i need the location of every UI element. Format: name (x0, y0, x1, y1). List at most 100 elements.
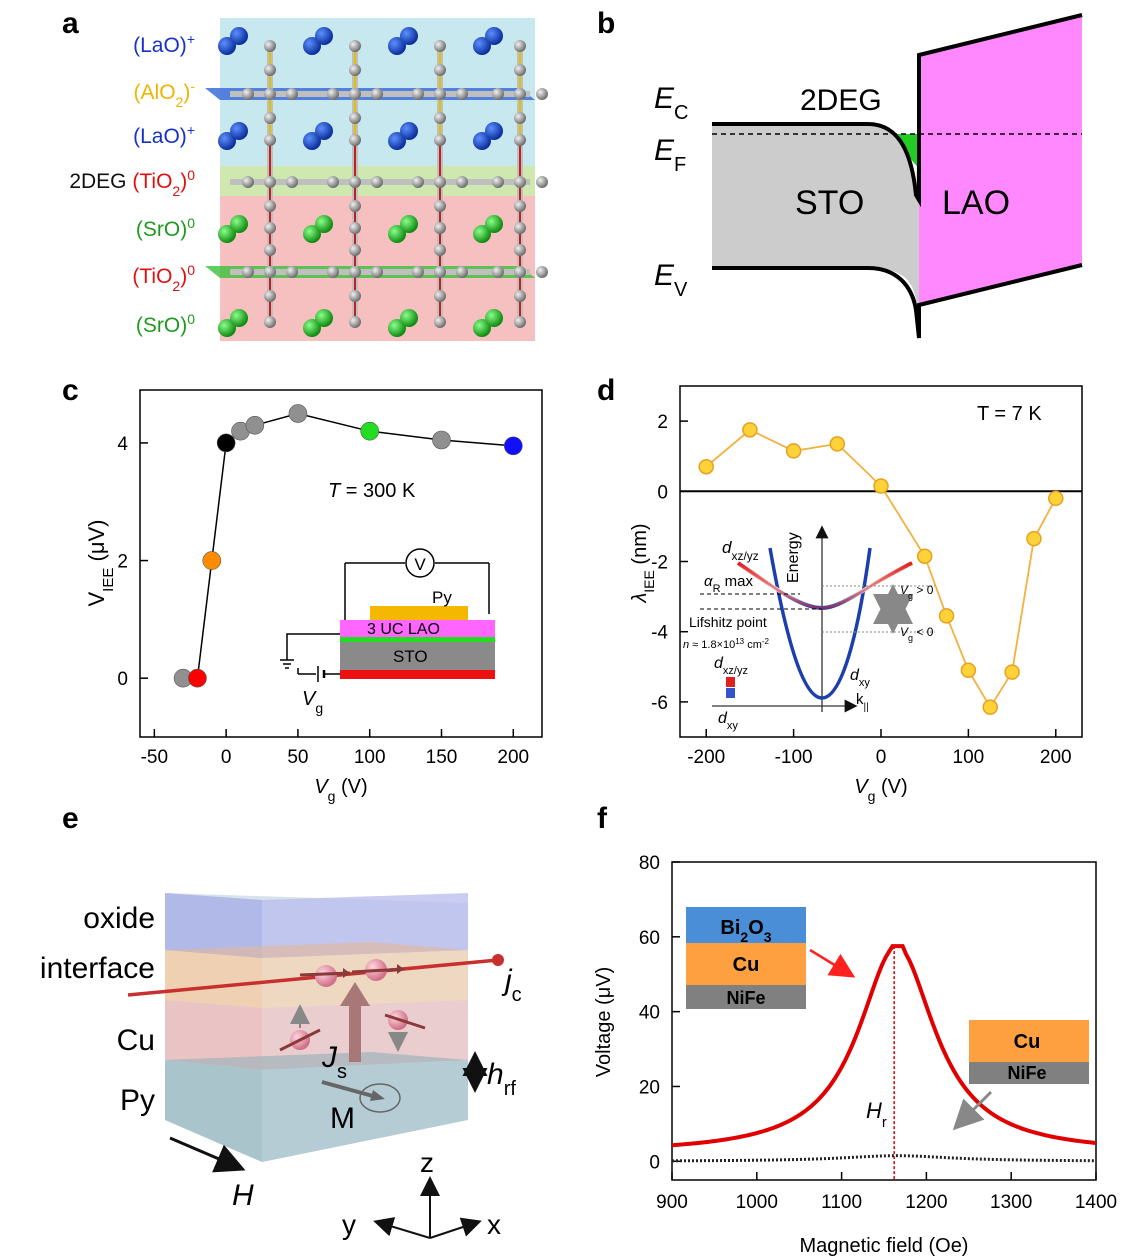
series-line-d (705, 428, 1057, 709)
layer-label-2deg-tio2: 2DEG (TiO2)0 (69, 167, 195, 199)
data-point-c (288, 404, 308, 423)
data-point-d (698, 458, 714, 475)
legend-dxz-label: dxz/yz (714, 655, 748, 677)
voltmeter-icon (405, 548, 435, 578)
oxide-label: oxide (83, 902, 155, 935)
device-inset-c: V Py 3 UC LAO STO Vg (280, 548, 495, 716)
data-point-d (1004, 664, 1020, 680)
lao-band (919, 15, 1082, 305)
series-line-reference (671, 1154, 1097, 1163)
valence-band-edge (712, 263, 1083, 339)
data-point-d (785, 443, 802, 459)
m-label: M (330, 1102, 355, 1135)
y-tick-label-d: 0 (657, 482, 668, 503)
cu-label-f1: Cu (733, 954, 760, 976)
data-point-d (938, 608, 955, 624)
panel-c: c -50 0 50 100 150 200 0 2 4 T = 300 K VIEE (μV)… (62, 374, 543, 804)
dxy-label: dxy (850, 667, 870, 689)
x-tick-label-f: 1300 (990, 1192, 1032, 1213)
x-tick-label-f: 1100 (821, 1192, 862, 1213)
ec-label: EC (654, 82, 688, 124)
y-axis-label-c: VIEE (μV) (84, 520, 117, 607)
data-point-c (188, 668, 207, 688)
data-point-c (503, 436, 523, 456)
interface-label: interface (40, 952, 155, 985)
y-tick-label-d: -6 (651, 693, 668, 714)
y-tick-label-d: -2 (651, 553, 668, 574)
sto-label: STO (795, 184, 864, 222)
density-label: n ≈ 1.8×1013 cm-2 (683, 637, 770, 652)
y-tick-label-c: 2 (117, 552, 128, 573)
spin-electron-1 (315, 965, 337, 987)
data-point-c (245, 415, 265, 435)
x-tick-label-f: 1200 (905, 1192, 947, 1213)
grey-pointer-arrow (952, 1090, 993, 1131)
2deg-label: 2DEG (800, 84, 882, 117)
panel-label-e: e (62, 802, 79, 835)
lao-layer (340, 620, 495, 637)
ef-label: EF (654, 134, 686, 176)
dxz-band (736, 561, 913, 611)
layer-label-tio2: (TiO2)0 (132, 262, 195, 294)
sto-layer (340, 642, 495, 670)
magnetization-arrow (321, 1080, 381, 1100)
axes-d: -200 -100 0 100 200 -6 -4 -2 0 2 (651, 412, 1072, 768)
series-line-bi2o3 (671, 944, 1097, 1148)
cu-label: Cu (117, 1024, 155, 1057)
panel-label-b: b (597, 7, 615, 40)
oxide-front (165, 893, 262, 958)
layer-label-lao-1: (LaO)+ (133, 31, 195, 57)
y-tick-label-d: -4 (651, 623, 668, 644)
panel-d: d -200 -100 0 100 200 -6 -4 -2 0 2 T = 7 K λIEE (… (597, 374, 1083, 804)
2deg-layer (340, 637, 495, 642)
x-axis-label-f: Magnetic field (Oe) (800, 1235, 969, 1257)
x-tick-label-f: 1000 (736, 1192, 778, 1213)
data-point-d (829, 436, 846, 452)
x-tick-label-d: -200 (687, 747, 725, 768)
layer-label-alo2: (AlO2)- (134, 78, 196, 110)
y-tick-label-f: 60 (639, 928, 660, 949)
sto-layer-label: STO (393, 647, 428, 666)
vg-label-c: Vg (302, 688, 323, 716)
legend-red-swatch (726, 677, 735, 687)
legend-blue-swatch (726, 688, 735, 698)
hrf-label: hrf (487, 1058, 516, 1100)
bi2o3-label: Bi2O3 (720, 917, 771, 945)
stack-inset-reference: Cu NiFe (952, 1020, 1089, 1131)
current-arrow-head (492, 954, 504, 966)
voltmeter-label: V (414, 555, 426, 574)
lao-label: LAO (942, 184, 1010, 222)
py-front (165, 1060, 262, 1162)
y-tick-label-c: 0 (117, 669, 128, 690)
vg-positive-label: Vg > 0 (900, 583, 934, 601)
legend-dxy-label: dxy (718, 710, 738, 732)
x-tick-label-f: 900 (656, 1192, 688, 1213)
x-axis-label-c: Vg (V) (314, 776, 367, 804)
panel-label-f: f (597, 802, 608, 835)
layer-label-lao-2: (LaO)+ (133, 122, 195, 148)
x-tick-label-d: -100 (775, 747, 813, 768)
alpha-max-label: αR max (704, 573, 754, 595)
nife-label-f2: NiFe (1007, 1063, 1046, 1083)
data-point-c (216, 433, 236, 453)
x-tick-label-c: 50 (287, 747, 308, 768)
layer-label-sro-2: (SrO)0 (136, 311, 195, 337)
stack-inset-bi2o3: Bi2O3 Cu NiFe (686, 907, 856, 1009)
axes-f: 900 1000 1100 1200 1300 1400 0 20 40 60 80 (639, 853, 1117, 1213)
y-axis-arrow (373, 1217, 431, 1239)
nife-label-f1: NiFe (726, 988, 765, 1008)
data-point-c (360, 421, 380, 441)
x-tick-label-c: 0 (221, 747, 232, 768)
x-tick-label-c: 150 (426, 747, 458, 768)
x-tick-label-c: 200 (497, 747, 529, 768)
x-tick-label-c: 100 (354, 747, 386, 768)
vg-negative-label: Vg < 0 (900, 625, 934, 643)
crystal-lattice (218, 27, 548, 337)
y-tick-label-d: 2 (657, 412, 668, 433)
data-point-d (873, 478, 889, 494)
layer-labels: (LaO)+ (AlO2)- (LaO)+ 2DEG (TiO2)0 (SrO)… (69, 31, 195, 337)
y-axis-label-d: λIEE (nm) (629, 523, 657, 603)
data-point-d (982, 699, 998, 715)
layer-label-sro-1: (SrO)0 (136, 215, 195, 241)
